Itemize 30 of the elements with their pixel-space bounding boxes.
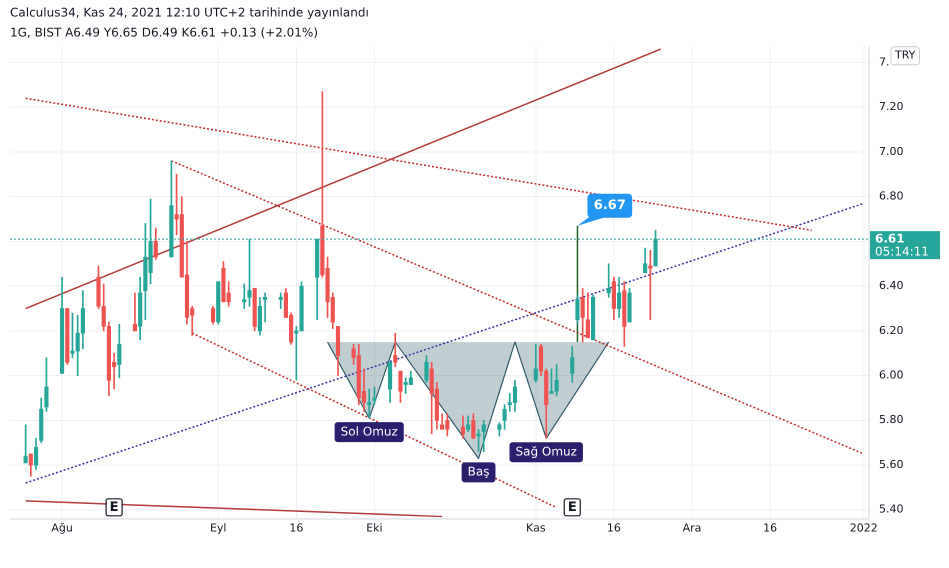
annotation: 6.67 <box>594 198 626 214</box>
y-tick-label: 6.00 <box>879 368 904 382</box>
x-tick-label: 2022 <box>850 521 878 534</box>
x-tick-label: Kas <box>526 521 546 534</box>
y-tick-label: 5.60 <box>879 458 904 471</box>
y-tick-label: 7. <box>879 55 890 68</box>
text: TRY <box>894 48 916 62</box>
annotation: Sol Omuz <box>340 424 398 438</box>
y-tick-label: 7.20 <box>879 100 904 114</box>
y-tick-label: 5.40 <box>879 502 904 516</box>
x-tick-label: Eyl <box>210 521 227 534</box>
annotation: Baş <box>468 464 490 479</box>
y-tick-label: 5.80 <box>879 413 904 426</box>
x-tick-label: Eki <box>366 521 383 534</box>
annotation: E <box>110 500 119 516</box>
annotation: Sağ Omuz <box>516 444 577 458</box>
y-tick-label: 6.80 <box>879 190 904 203</box>
x-tick-label: 16 <box>289 521 304 534</box>
chart-title: Calculus34, Kas 24, 2021 12:10 UTC+2 tarihinde yayınlandı <box>10 5 369 20</box>
text: 05:14:11 <box>875 244 929 258</box>
x-tick-label: 16 <box>606 521 621 534</box>
chart-subtitle: 1G, BIST A6.49 Y6.65 D6.49 K6.61 +0.13 (+2.01%) <box>10 26 318 40</box>
y-tick-label: 7.00 <box>879 144 904 158</box>
y-tick-label: 6.20 <box>879 324 904 337</box>
x-tick-label: Ara <box>682 521 702 534</box>
x-tick-label: 16 <box>763 521 778 534</box>
x-tick-label: Ağu <box>51 521 73 534</box>
ref-line-label: 6.61 <box>875 231 905 246</box>
y-tick-label: 6.40 <box>879 279 904 292</box>
annotation: E <box>568 500 577 516</box>
